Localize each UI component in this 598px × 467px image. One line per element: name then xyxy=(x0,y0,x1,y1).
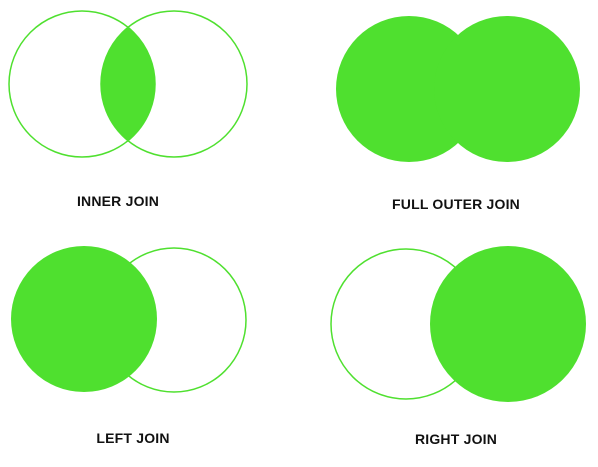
inner-join-right-circle xyxy=(100,10,248,158)
left-join-left-circle xyxy=(11,246,157,392)
inner-join-label: INNER JOIN xyxy=(76,193,160,209)
left-join-panel: LEFT JOIN xyxy=(0,233,299,467)
inner-join-panel: INNER JOIN xyxy=(0,0,299,233)
full-outer-join-label: FULL OUTER JOIN xyxy=(392,196,520,212)
inner-join-intersection xyxy=(101,11,155,157)
left-join-label: LEFT JOIN xyxy=(96,430,170,446)
right-join-label: RIGHT JOIN xyxy=(414,431,498,447)
full-outer-join-right-circle xyxy=(434,16,580,162)
left-join-venn xyxy=(11,246,247,393)
right-join-venn xyxy=(330,246,586,402)
full-outer-join-panel: FULL OUTER JOIN xyxy=(299,0,598,233)
full-outer-join-venn xyxy=(336,16,580,162)
right-join-right-circle xyxy=(430,246,586,402)
inner-join-venn xyxy=(8,10,248,158)
inner-join-left-circle xyxy=(8,10,156,158)
right-join-panel: RIGHT JOIN xyxy=(299,233,598,467)
